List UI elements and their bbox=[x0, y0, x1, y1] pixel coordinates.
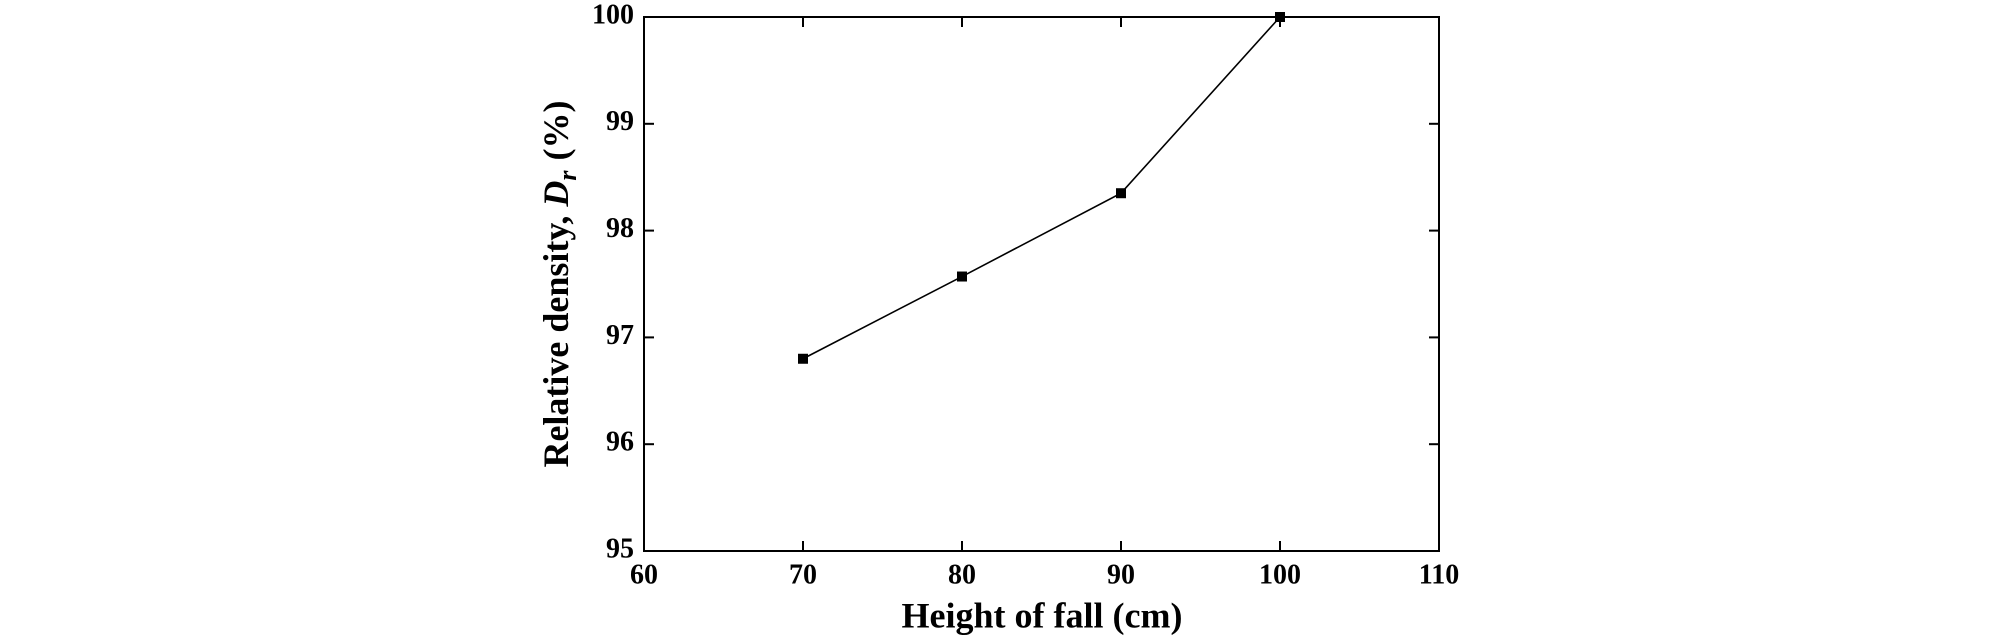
y-label-text: Relative density, bbox=[536, 207, 576, 468]
point-marker bbox=[1116, 188, 1126, 199]
x-tick-label: 100 bbox=[1259, 559, 1301, 590]
x-tick-label: 90 bbox=[1107, 559, 1135, 590]
point-marker bbox=[798, 353, 808, 364]
y-label-symbol: D bbox=[536, 181, 576, 208]
y-tick-label: 100 bbox=[592, 0, 634, 30]
x-tick-label: 80 bbox=[948, 559, 976, 590]
y-label-subscript: r bbox=[553, 170, 582, 181]
y-tick-label: 99 bbox=[606, 106, 634, 137]
y-axis-label: Relative density, Dr (%) bbox=[536, 100, 582, 467]
y-tick-label: 98 bbox=[606, 213, 634, 244]
y-tick-label: 95 bbox=[606, 533, 634, 564]
series-line bbox=[802, 16, 1281, 360]
x-axis-label: Height of fall (cm) bbox=[902, 595, 1183, 635]
point-marker bbox=[1275, 12, 1285, 22]
y-tick-label: 97 bbox=[606, 320, 634, 351]
y-label-unit: (%) bbox=[536, 100, 576, 160]
point-marker bbox=[957, 271, 967, 282]
plot-frame bbox=[643, 16, 1440, 552]
x-tick-label: 60 bbox=[630, 559, 658, 590]
x-tick-label: 110 bbox=[1419, 559, 1459, 590]
y-tick-label: 96 bbox=[606, 427, 634, 458]
x-tick-label: 70 bbox=[789, 559, 817, 590]
